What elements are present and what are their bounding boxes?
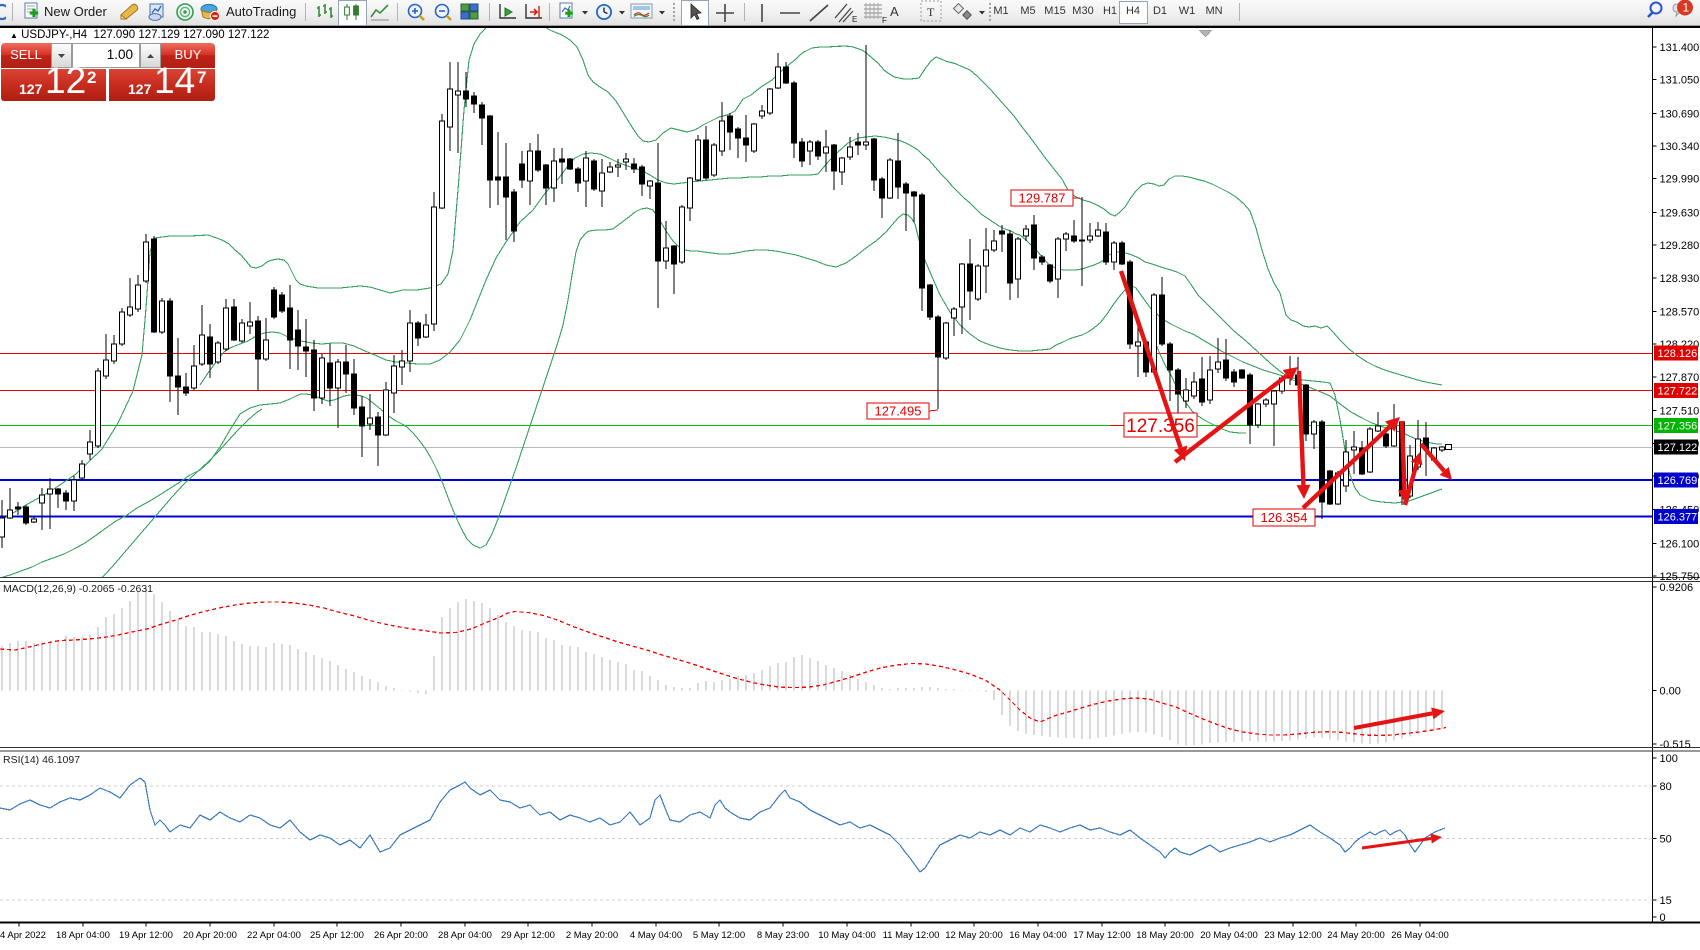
svg-text:129.787: 129.787 [1019,191,1066,206]
svg-text:127.356: 127.356 [1126,416,1195,437]
svg-text:128.126: 128.126 [1658,348,1698,360]
svg-text:80: 80 [1660,781,1672,793]
svg-text:26 Apr 20:00: 26 Apr 20:00 [374,930,428,941]
svg-text:126.100: 126.100 [1660,538,1700,550]
svg-text:18 Apr 04:00: 18 Apr 04:00 [56,930,110,941]
svg-text:127.510: 127.510 [1660,406,1700,418]
svg-text:131.400: 131.400 [1660,42,1700,54]
svg-text:20 May 04:00: 20 May 04:00 [1200,930,1258,941]
svg-text:0: 0 [1660,912,1666,924]
svg-text:127.495: 127.495 [875,404,922,419]
svg-text:4 May 04:00: 4 May 04:00 [630,930,682,941]
svg-text:10 May 04:00: 10 May 04:00 [818,930,876,941]
svg-text:128.930: 128.930 [1660,273,1700,285]
svg-text:E: E [852,15,857,24]
svg-text:129.990: 129.990 [1660,174,1700,186]
svg-text:131.050: 131.050 [1660,75,1700,87]
svg-text:11 May 12:00: 11 May 12:00 [883,930,940,941]
svg-text:22 Apr 04:00: 22 Apr 04:00 [247,930,301,941]
svg-text:F: F [882,16,887,24]
svg-text:127.722: 127.722 [1658,386,1698,398]
svg-text:50: 50 [1660,833,1672,845]
svg-text:18 May 20:00: 18 May 20:00 [1136,930,1194,941]
svg-text:29 Apr 12:00: 29 Apr 12:00 [501,930,555,941]
svg-text:130.690: 130.690 [1660,108,1700,120]
svg-text:T: T [927,5,935,19]
svg-text:127.356: 127.356 [1658,421,1698,433]
svg-text:129.630: 129.630 [1660,207,1700,219]
svg-text:4 Apr 2022: 4 Apr 2022 [0,930,46,941]
svg-text:126.377: 126.377 [1658,512,1698,524]
svg-text:126.769: 126.769 [1658,475,1698,487]
svg-text:128.570: 128.570 [1660,307,1700,319]
svg-text:RSI(14) 46.1097: RSI(14) 46.1097 [3,754,80,766]
svg-text:0.9206: 0.9206 [1660,582,1694,594]
svg-text:12 May 20:00: 12 May 20:00 [945,930,1003,941]
svg-text:28 Apr 04:00: 28 Apr 04:00 [438,930,492,941]
svg-text:16 May 04:00: 16 May 04:00 [1009,930,1067,941]
svg-text:8 May 23:00: 8 May 23:00 [757,930,809,941]
svg-text:20 Apr 20:00: 20 Apr 20:00 [183,930,237,941]
svg-text:26 May 04:00: 26 May 04:00 [1391,930,1449,941]
svg-text:24 May 20:00: 24 May 20:00 [1327,930,1385,941]
svg-text:100: 100 [1660,753,1678,765]
svg-text:130.340: 130.340 [1660,141,1700,153]
svg-text:127.122: 127.122 [1658,442,1698,454]
svg-text:-0.515: -0.515 [1660,739,1691,751]
svg-text:2 May 20:00: 2 May 20:00 [566,930,618,941]
svg-text:19 Apr 12:00: 19 Apr 12:00 [119,930,173,941]
svg-text:15: 15 [1660,895,1672,907]
svg-text:126.354: 126.354 [1261,510,1308,525]
svg-text:129.280: 129.280 [1660,240,1700,252]
svg-text:25 Apr 12:00: 25 Apr 12:00 [310,930,364,941]
svg-text:127.870: 127.870 [1660,372,1700,384]
svg-text:125.750: 125.750 [1660,571,1700,583]
svg-text:17 May 12:00: 17 May 12:00 [1073,930,1131,941]
svg-text:MACD(12,26,9) -0.2065 -0.2631: MACD(12,26,9) -0.2065 -0.2631 [3,583,153,595]
svg-text:1: 1 [1683,1,1690,15]
svg-text:23 May 12:00: 23 May 12:00 [1264,930,1322,941]
svg-text:5 May 12:00: 5 May 12:00 [693,930,745,941]
svg-text:0.00: 0.00 [1660,686,1681,698]
